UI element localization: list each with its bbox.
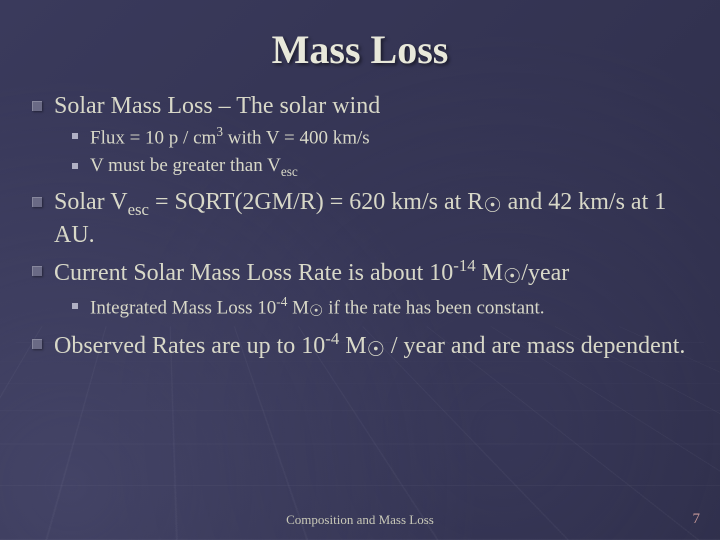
square-bullet-icon bbox=[32, 101, 42, 111]
square-bullet-icon bbox=[32, 266, 42, 276]
bullet-text: Solar Vesc = SQRT(2GM/R) = 620 km/s at R… bbox=[54, 187, 688, 251]
slide-title: Mass Loss bbox=[28, 26, 692, 73]
bullet-level2: V must be greater than Vesc bbox=[72, 153, 688, 181]
bullet-level2: Integrated Mass Loss 10-4 M☉ if the rate… bbox=[72, 293, 688, 323]
bullet-text: Observed Rates are up to 10-4 M☉ / year … bbox=[54, 329, 685, 364]
page-number: 7 bbox=[693, 511, 701, 528]
bullet-text: Flux = 10 p / cm3 with V = 400 km/s bbox=[90, 123, 370, 151]
bullet-level2: Flux = 10 p / cm3 with V = 400 km/s bbox=[72, 123, 688, 151]
small-square-bullet-icon bbox=[72, 133, 78, 139]
bullet-text: Integrated Mass Loss 10-4 M☉ if the rate… bbox=[90, 293, 545, 323]
bullet-text: Solar Mass Loss – The solar wind bbox=[54, 91, 380, 121]
slide: Mass Loss Solar Mass Loss – The solar wi… bbox=[0, 0, 720, 540]
bullet-text: V must be greater than Vesc bbox=[90, 153, 298, 181]
bullet-level1: Solar Vesc = SQRT(2GM/R) = 620 km/s at R… bbox=[32, 187, 688, 251]
bullet-level1: Solar Mass Loss – The solar wind bbox=[32, 91, 688, 121]
slide-content: Solar Mass Loss – The solar windFlux = 1… bbox=[28, 91, 692, 363]
small-square-bullet-icon bbox=[72, 303, 78, 309]
square-bullet-icon bbox=[32, 339, 42, 349]
footer-text: Composition and Mass Loss bbox=[0, 512, 720, 528]
bullet-text: Current Solar Mass Loss Rate is about 10… bbox=[54, 256, 569, 291]
square-bullet-icon bbox=[32, 197, 42, 207]
bullet-level1: Observed Rates are up to 10-4 M☉ / year … bbox=[32, 329, 688, 364]
small-square-bullet-icon bbox=[72, 163, 78, 169]
bullet-level1: Current Solar Mass Loss Rate is about 10… bbox=[32, 256, 688, 291]
